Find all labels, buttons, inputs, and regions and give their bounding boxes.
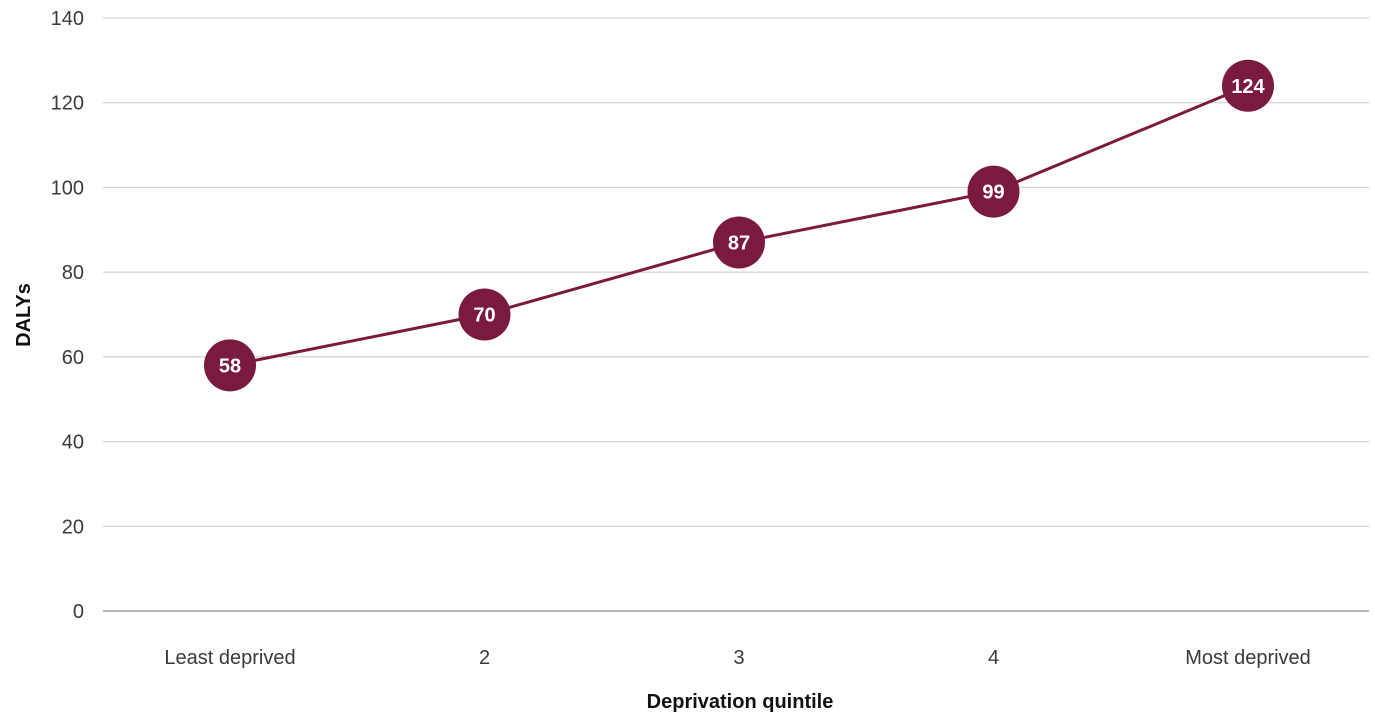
series-group: 58 70 87 99 124 [204,59,1274,392]
data-point-marker [458,288,511,341]
y-tick-label: 140 [51,8,84,30]
data-label: 124 [1231,76,1265,98]
x-tick-label: Most deprived [1185,647,1311,669]
y-tick-label: 100 [51,177,84,199]
data-point-marker [1222,59,1274,112]
y-tick-label: 20 [62,516,84,538]
gridlines [103,17,1369,612]
y-tick-label: 60 [62,347,84,369]
data-label: 58 [219,355,241,377]
x-tick-label: 3 [733,647,744,669]
data-label: 70 [473,305,495,327]
y-tick-label: 0 [73,601,84,623]
data-point-marker [204,339,256,392]
y-tick-label: 80 [62,262,84,284]
x-axis-ticks: Least deprived 2 3 4 Most deprived [164,647,1310,669]
x-tick-label: 4 [988,647,999,669]
x-axis-title: Deprivation quintile [647,691,834,713]
data-point-marker [967,165,1020,218]
data-label: 87 [728,232,750,254]
y-axis-title: DALYs [13,283,35,347]
y-axis-ticks: 0 20 40 60 80 100 120 140 [51,8,84,623]
data-point-marker [713,216,765,269]
x-tick-label: 2 [479,647,490,669]
y-tick-label: 40 [62,432,84,454]
data-label: 99 [982,182,1004,204]
y-tick-label: 120 [51,93,84,115]
x-tick-label: Least deprived [164,647,295,669]
